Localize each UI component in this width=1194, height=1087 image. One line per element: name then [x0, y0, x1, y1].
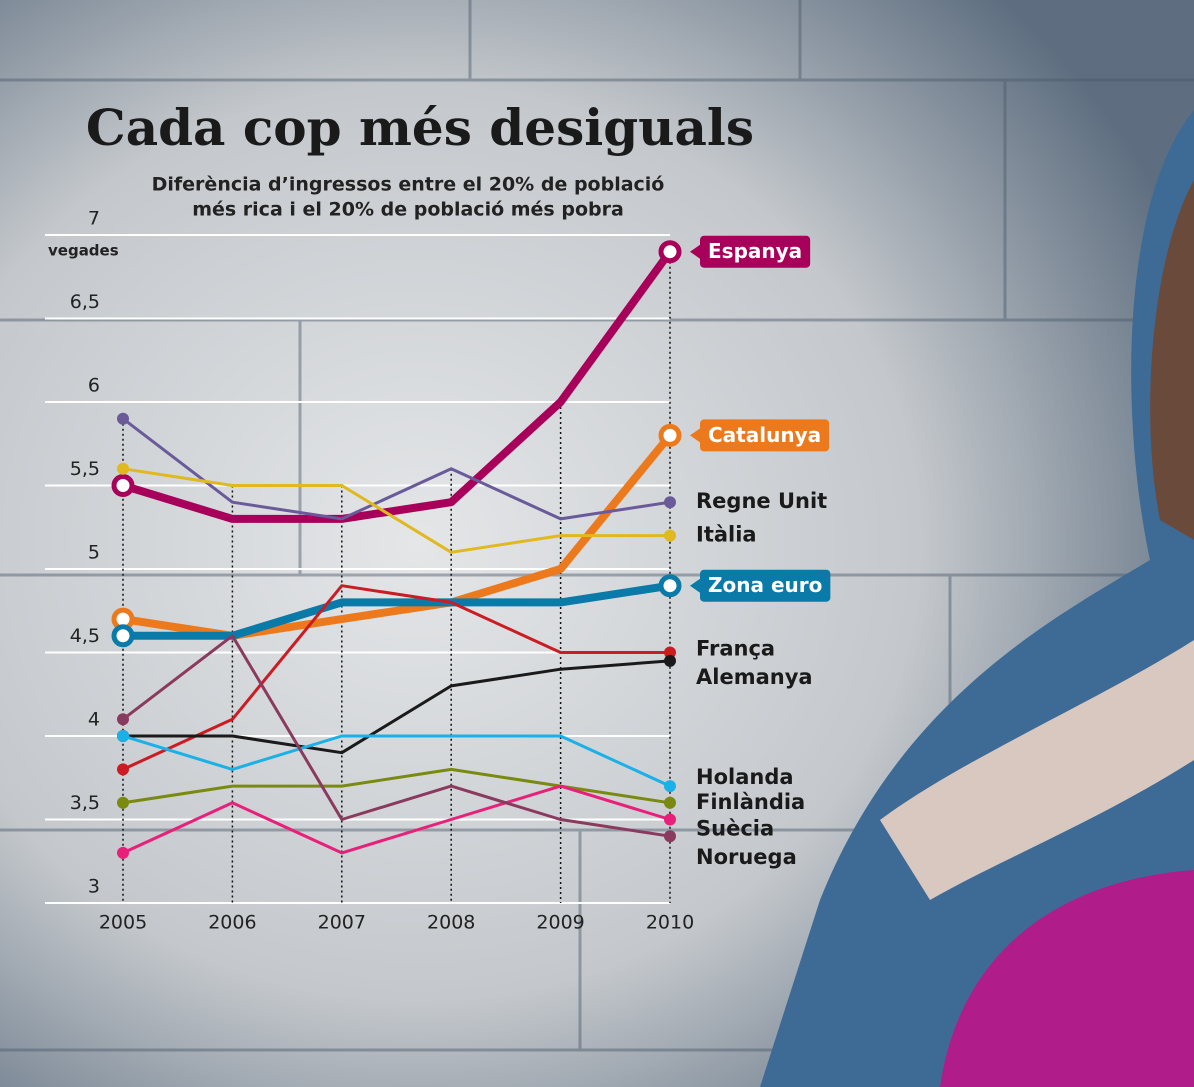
- point: [117, 730, 129, 742]
- legend-label: Holanda: [696, 765, 794, 789]
- y-tick-label: 5,5: [70, 458, 100, 480]
- legend-entry: Zona euro: [690, 570, 830, 602]
- y-tick-label: 4: [88, 709, 100, 731]
- point: [117, 413, 129, 425]
- x-tick-label: 2006: [208, 912, 256, 934]
- y-tick-label: 6,5: [70, 291, 100, 313]
- point: [114, 627, 132, 645]
- x-tick-label: 2005: [99, 912, 147, 934]
- point: [661, 426, 679, 444]
- legend-label: Espanya: [708, 239, 802, 263]
- chart-subtitle: més rica i el 20% de població més pobra: [192, 199, 624, 221]
- point: [661, 243, 679, 261]
- x-tick-label: 2007: [318, 912, 366, 934]
- point: [664, 496, 676, 508]
- point: [117, 763, 129, 775]
- x-tick-label: 2010: [646, 912, 694, 934]
- legend-label: França: [696, 637, 775, 661]
- point: [117, 713, 129, 725]
- legend-label: Noruega: [696, 845, 797, 869]
- legend-label: Finlàndia: [696, 790, 805, 814]
- chart: Cada cop més desiguals Diferència d’ingr…: [0, 0, 1194, 1087]
- point: [661, 577, 679, 595]
- y-tick-label: 7: [88, 208, 100, 230]
- chart-title: Cada cop més desiguals: [86, 98, 754, 157]
- chart-subtitle: Diferència d’ingressos entre el 20% de p…: [152, 174, 665, 196]
- point: [117, 463, 129, 475]
- y-axis-label: vegades: [48, 242, 119, 260]
- point: [664, 830, 676, 842]
- legend-label: Suècia: [696, 817, 774, 841]
- legend-label: Regne Unit: [696, 489, 827, 513]
- legend-entry: Espanya: [690, 236, 810, 268]
- y-tick-label: 3: [88, 876, 100, 898]
- legend-label: Catalunya: [708, 423, 821, 447]
- legend-label: Itàlia: [696, 523, 757, 547]
- point: [664, 780, 676, 792]
- point: [117, 797, 129, 809]
- y-tick-label: 5: [88, 542, 100, 564]
- point: [664, 797, 676, 809]
- y-tick-label: 4,5: [70, 625, 100, 647]
- point: [114, 477, 132, 495]
- point: [664, 530, 676, 542]
- legend-label: Alemanya: [696, 665, 813, 689]
- x-tick-label: 2009: [536, 912, 584, 934]
- y-tick-label: 3,5: [70, 792, 100, 814]
- y-tick-label: 6: [88, 375, 100, 397]
- legend-entry: Catalunya: [690, 419, 829, 451]
- point: [664, 814, 676, 826]
- point: [117, 847, 129, 859]
- point: [664, 655, 676, 667]
- x-tick-label: 2008: [427, 912, 475, 934]
- legend-label: Zona euro: [708, 573, 822, 597]
